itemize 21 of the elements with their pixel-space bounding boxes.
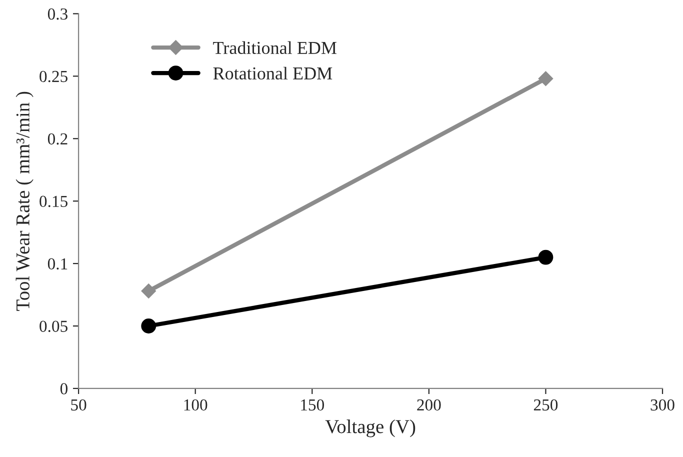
y-tick-label: 0.05: [40, 320, 68, 332]
y-tick-label: 0.15: [40, 196, 68, 208]
y-tick-label: 0.25: [40, 70, 68, 82]
point: [538, 250, 554, 265]
point: [538, 71, 554, 86]
legend-label: Rotational EDM: [213, 66, 332, 80]
y-axis-title: Tool Wear Rate ( mm³/min ): [16, 92, 34, 311]
point: [141, 284, 156, 298]
x-tick-label: 250: [534, 399, 558, 411]
x-tick-label: 200: [417, 399, 441, 411]
y-tick-label: 0.2: [48, 133, 68, 145]
x-axis-title: Voltage (V): [325, 420, 416, 438]
x-tick-label: 300: [650, 399, 674, 411]
x-tick-label: 100: [184, 399, 208, 411]
legend-label: Traditional EDM: [213, 41, 336, 54]
y-tick-label: 0.3: [48, 8, 68, 20]
x-tick-label: 50: [71, 399, 86, 411]
y-tick-label: 0: [60, 383, 68, 394]
y-tick-label: 0.1: [48, 258, 68, 270]
x-tick-label: 150: [301, 399, 324, 411]
point: [141, 318, 156, 334]
